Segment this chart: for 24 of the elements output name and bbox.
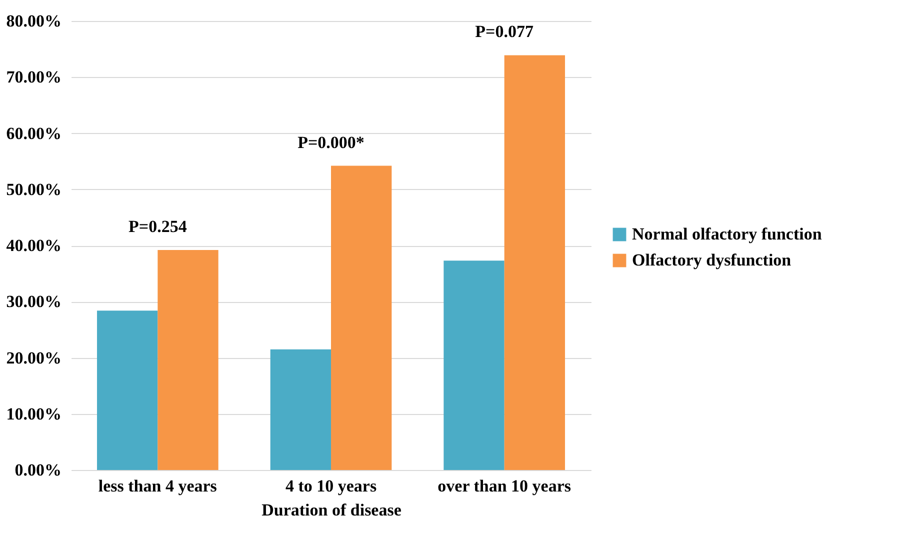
bar	[331, 166, 392, 470]
bar	[158, 250, 218, 470]
x-tick-label: 4 to 10 years	[285, 476, 377, 496]
y-tick-label: 80.00%	[6, 12, 62, 30]
legend-label: Olfactory dysfunction	[632, 250, 792, 270]
y-tick-label: 60.00%	[6, 124, 62, 143]
bar	[444, 260, 504, 470]
annotation: P=0.254	[128, 216, 188, 236]
bar	[504, 55, 565, 470]
x-axis-title: Duration of disease	[262, 500, 402, 520]
bar	[270, 349, 331, 470]
y-tick-label: 10.00%	[6, 404, 62, 424]
x-tick-label: less than 4 years	[98, 476, 218, 496]
y-tick-label: 40.00%	[6, 236, 62, 255]
annotation: P=0.077	[475, 22, 534, 42]
x-tick-label: over than 10 years	[438, 476, 572, 496]
y-tick-label: 70.00%	[6, 68, 62, 87]
y-tick-label: 20.00%	[6, 348, 62, 368]
bar	[97, 310, 158, 470]
legend-label: Normal olfactory function	[632, 224, 822, 244]
y-tick-label: 30.00%	[6, 292, 62, 312]
y-tick-label: 0.00%	[14, 460, 62, 480]
y-tick-label: 50.00%	[6, 180, 62, 199]
annotation: P=0.000*	[298, 132, 364, 152]
